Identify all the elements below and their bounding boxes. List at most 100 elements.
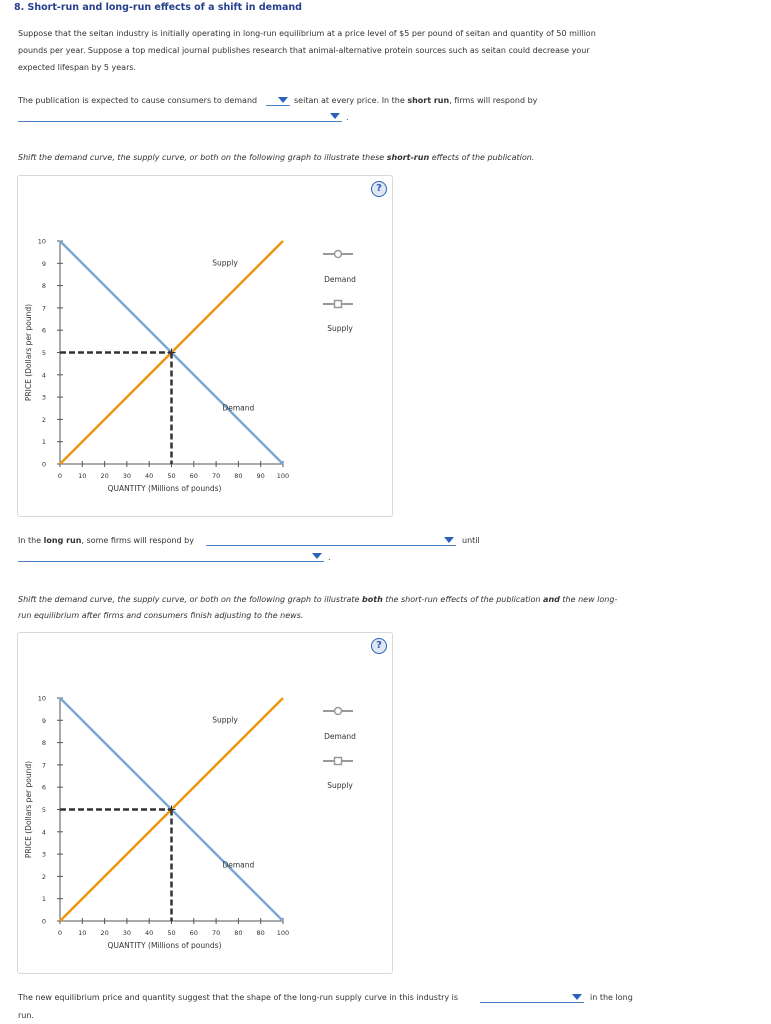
page-title: 8. Short-run and long-run effects of a s… [14,2,302,13]
until-condition-dropdown[interactable] [18,550,324,562]
q2-post: , some firms will respond by [81,536,194,545]
graph2-instruction-mid: the short-run effects of the publication [385,595,541,604]
y-tick-label: 6 [42,327,46,335]
q2-until: until [462,536,480,545]
q2-bold: long run [43,536,82,545]
y-tick-label: 1 [42,895,46,903]
x-tick-label: 30 [123,929,131,937]
graph1-instruction-bold: short-run [386,153,430,162]
y-tick-label: 10 [38,695,46,703]
x-tick-label: 50 [167,472,175,480]
q3-post: in the long [590,993,633,1002]
x-axis-label: QUANTITY (Millions of pounds) [108,941,222,950]
y-tick-label: 3 [42,851,46,859]
legend-supply-label: Supply [327,324,353,333]
graph-panel-2: ? 0 1 2 3 4 5 6 7 8 9 10 0 10 20 30 40 50 60 70 80 80 100 QUAN… [17,632,393,974]
q1-end: , firms will respond by [449,96,538,105]
x-tick-label: 10 [78,929,86,937]
supply-curve-label: Supply [212,259,238,268]
short-run-firm-response-dropdown[interactable] [18,110,342,122]
y-tick-label: 1 [42,438,46,446]
help-icon[interactable]: ? [371,181,387,197]
y-tick-label: 5 [42,806,46,814]
q3-text: The new equilibrium price and quantity s… [18,993,459,1002]
q1-after: seitan at every price. In the [294,96,405,105]
x-tick-label: 20 [100,929,108,937]
q2-text: In the long run, some firms will respond… [18,536,194,545]
demand-curve-label: Demand [222,403,254,412]
x-tick-label: 70 [212,472,220,480]
graph2-instruction-bold1: both [362,595,383,604]
demand-tool-handle[interactable] [333,706,343,716]
graph1-instruction-post: effects of the publication. [431,153,535,162]
chevron-down-icon [312,553,322,559]
y-tick-label: 9 [42,717,46,725]
x-tick-label: 20 [100,472,108,480]
y-tick-label: 0 [42,918,46,926]
x-tick-label: 80 [234,472,242,480]
x-tick-label: 40 [145,929,153,937]
x-tick-label: 70 [212,929,220,937]
y-tick-label: 2 [42,416,46,424]
y-tick-label: 10 [38,238,46,246]
graph2-instruction-bold2: and [543,595,560,604]
graph2-instruction-post: the new long- [562,595,618,604]
y-tick-label: 8 [42,282,46,290]
y-tick-label: 4 [42,371,46,379]
legend-supply-label: Supply [327,781,353,790]
intro-line-1: Suppose that the seitan industry is init… [18,29,596,38]
graph2-instruction: Shift the demand curve, the supply curve… [18,595,617,604]
graph-panel-1: ? 0 1 2 3 4 5 6 7 8 9 10 0 10 20 30 40 50 60 70 80 90 100 QUAN… [17,175,393,517]
graph1-instruction: Shift the demand curve, the supply curve… [18,153,534,162]
y-tick-label: 9 [42,260,46,268]
legend-demand-label: Demand [324,275,356,284]
intro-line-2: pounds per year. Suppose a top medical j… [18,46,590,55]
q3-line2: run. [18,1011,34,1020]
q1-before: The publication is expected to cause con… [18,96,258,105]
intro-line-3: expected lifespan by 5 years. [18,63,137,72]
period: . [346,113,349,122]
x-tick-label: 50 [167,929,175,937]
x-tick-label: 80 [234,929,242,937]
help-icon[interactable]: ? [371,638,387,654]
q1-text: The publication is expected to cause con… [18,96,257,105]
period: . [328,553,331,562]
y-tick-label: 7 [42,761,46,769]
long-run-supply-shape-dropdown[interactable] [480,991,584,1003]
y-tick-label: 0 [42,461,46,469]
demand-curve-label: Demand [222,860,254,869]
y-axis-label: PRICE (Dollars per pound) [24,761,33,858]
graph2-instruction-line2: run equilibrium after firms and consumer… [18,611,304,620]
demand-tool-handle[interactable] [333,249,343,259]
chevron-down-icon [444,537,454,543]
x-tick-label: 10 [78,472,86,480]
legend-demand-label: Demand [324,732,356,741]
y-tick-label: 8 [42,739,46,747]
x-tick-label: 80 [257,929,265,937]
supply-tool-handle[interactable] [333,299,343,309]
x-tick-label: 60 [190,929,198,937]
long-run-firm-response-dropdown[interactable] [206,534,456,546]
q2-pre: In the [18,536,42,545]
x-tick-label: 100 [277,929,289,937]
chevron-down-icon [330,113,340,119]
q1-after-text: seitan at every price. In the short run,… [294,96,537,105]
y-tick-label: 4 [42,828,46,836]
supply-tool-handle[interactable] [333,756,343,766]
y-tick-label: 7 [42,304,46,312]
x-tick-label: 0 [58,472,62,480]
y-axis-label: PRICE (Dollars per pound) [24,304,33,401]
x-axis-label: QUANTITY (Millions of pounds) [108,484,222,493]
demand-change-dropdown[interactable] [266,94,290,106]
y-tick-label: 6 [42,784,46,792]
supply-curve-label: Supply [212,716,238,725]
x-tick-label: 60 [190,472,198,480]
chevron-down-icon [278,97,288,103]
q1-bold: short run [407,96,450,105]
y-tick-label: 3 [42,394,46,402]
y-tick-label: 2 [42,873,46,881]
y-tick-label: 5 [42,349,46,357]
x-tick-label: 40 [145,472,153,480]
